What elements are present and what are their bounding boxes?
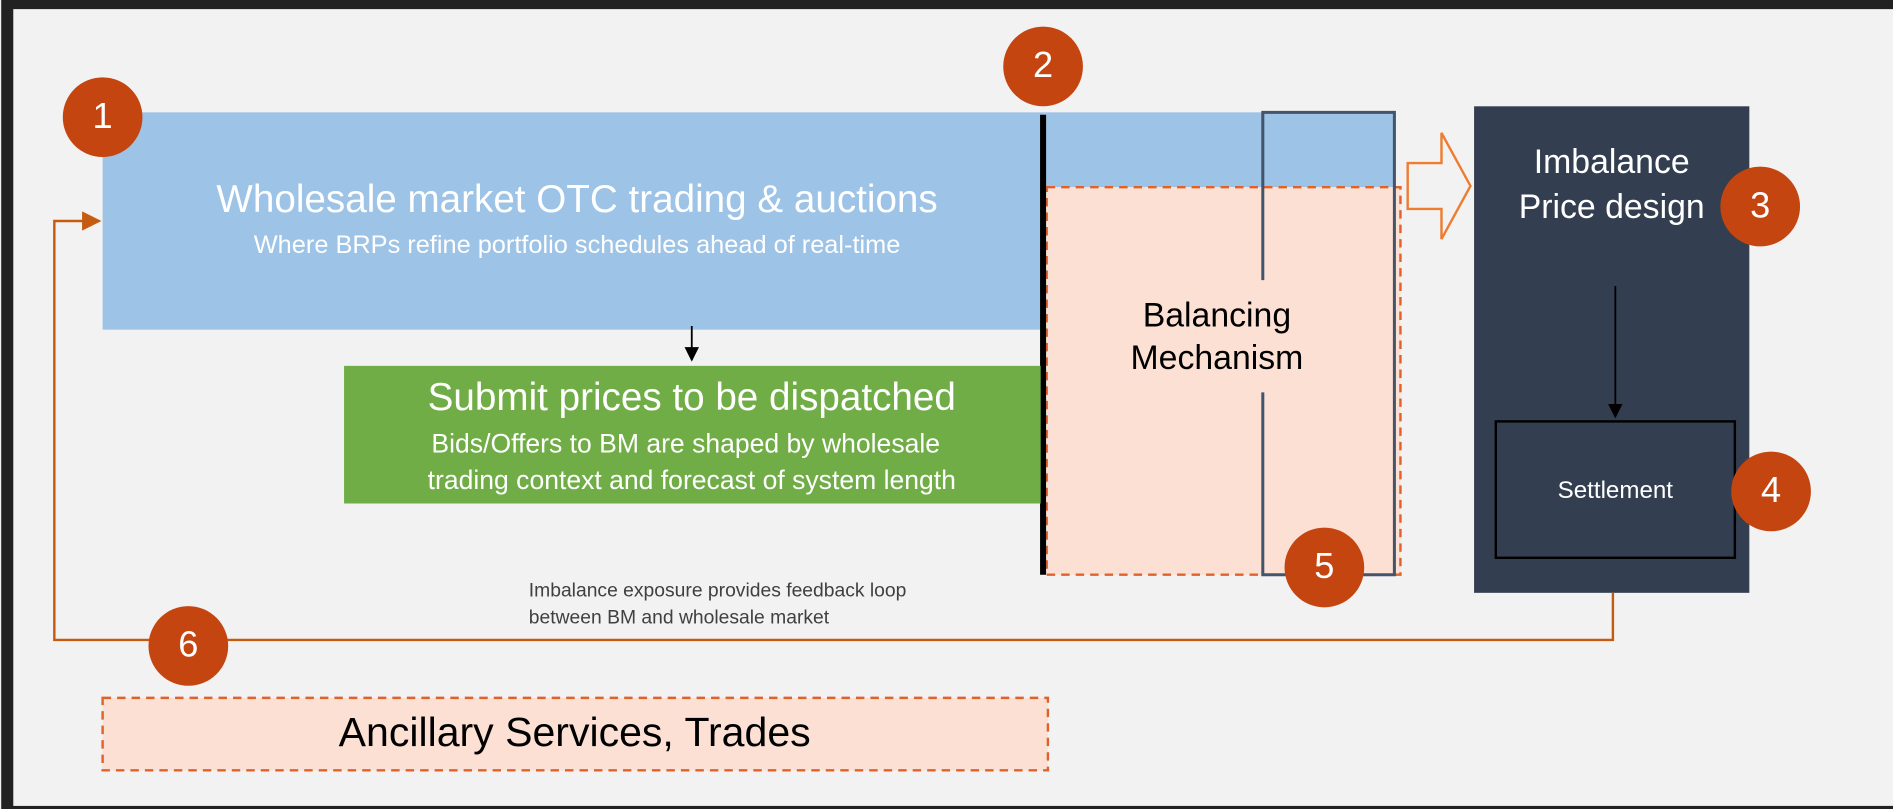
badge-number: 1 [93, 95, 113, 136]
badge [148, 606, 229, 686]
badge-number: 5 [1314, 545, 1334, 586]
imbalance-box [1474, 106, 1750, 593]
badge-number: 6 [178, 624, 198, 665]
imbalance-label: Imbalance [1534, 143, 1690, 181]
feedback-note: Imbalance exposure provides feedback loo… [529, 581, 907, 602]
ancillary-label: Ancillary Services, Trades [339, 709, 811, 755]
wholesale-extension [1044, 112, 1395, 188]
balancing-outline [1261, 110, 1396, 577]
balancing-label: Balancing [1143, 296, 1291, 334]
wholesale-box [102, 112, 1045, 330]
submit-title: Submit prices to be dispatched [428, 376, 956, 419]
submit-box [344, 365, 1041, 504]
badge-number: 3 [1750, 184, 1770, 225]
feedback-loop [53, 211, 1615, 642]
badges: 1 2 3 4 5 6 [62, 26, 1811, 686]
badge [1003, 26, 1083, 107]
badge [62, 77, 143, 158]
wholesale-subtitle: Where BRPs refine portfolio schedules ah… [254, 231, 901, 259]
feedback-note: between BM and wholesale market [529, 607, 830, 628]
badge-number: 2 [1033, 44, 1053, 85]
badge [1720, 166, 1801, 247]
badge [1731, 451, 1811, 532]
hollow-arrow [1406, 132, 1472, 240]
submit-line: trading context and forecast of system l… [428, 465, 956, 495]
badge-number: 4 [1761, 469, 1781, 510]
balancing-label: Mechanism [1131, 339, 1304, 377]
wholesale-title: Wholesale market OTC trading & auctions [216, 178, 937, 221]
badge [1284, 527, 1365, 608]
balancing-box [1045, 185, 1402, 576]
submit-line: Bids/Offers to BM are shaped by wholesal… [431, 429, 940, 459]
ancillary-box [101, 696, 1050, 772]
imbalance-label: Price design [1519, 188, 1705, 226]
settlement-label: Settlement [1558, 477, 1674, 504]
